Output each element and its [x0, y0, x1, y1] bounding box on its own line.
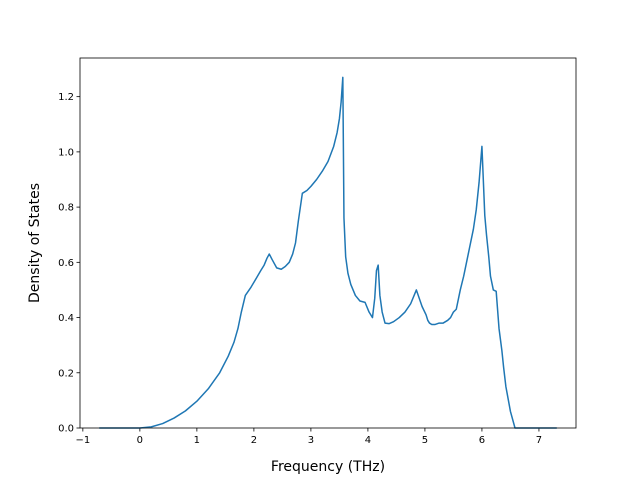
x-tick-label: 7: [536, 435, 542, 446]
x-tick-label: 3: [308, 435, 314, 446]
axis-ticks: −1 0 1 2 3 4 5 6 7 0.0 0.2 0.4 0.6 0.8 1.0 1.2: [58, 92, 542, 446]
plot-frame: [79, 57, 577, 429]
y-tick-label: 0.2: [58, 368, 74, 379]
x-tick-label: 4: [365, 435, 371, 446]
y-tick-label: 1.0: [58, 147, 74, 158]
x-tick-label: 1: [194, 435, 200, 446]
x-tick-label: −1: [75, 435, 90, 446]
y-tick-label: 0.8: [58, 203, 74, 214]
x-tick-label: 2: [251, 435, 257, 446]
x-tick-label: 5: [422, 435, 428, 446]
y-tick-label: 0.0: [58, 424, 74, 435]
series-line-dos: [99, 76, 557, 429]
x-tick-label: 6: [479, 435, 485, 446]
x-tick-label: 0: [137, 435, 143, 446]
y-tick-label: 1.2: [58, 92, 74, 103]
y-axis-title: Density of States: [27, 183, 43, 303]
y-tick-label: 0.6: [58, 258, 74, 269]
x-axis-title: Frequency (THz): [271, 459, 385, 475]
y-tick-label: 0.4: [58, 313, 74, 324]
